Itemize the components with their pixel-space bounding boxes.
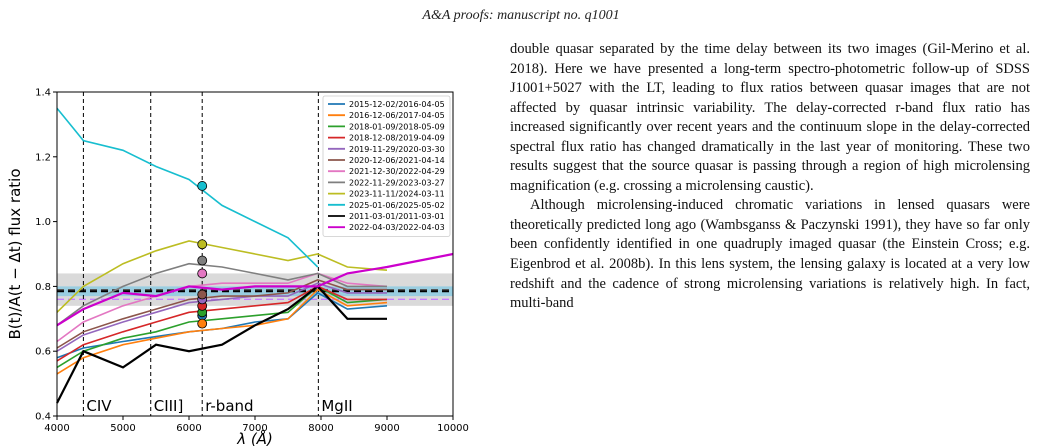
legend-entry: 2018-01-09/2018-05-09 — [349, 122, 445, 131]
series-line — [56, 285, 387, 362]
y-tick-label: 1.2 — [35, 152, 51, 163]
legend-entry: 2023-11-11/2024-03-11 — [349, 190, 445, 199]
series-line — [56, 252, 454, 327]
x-tick-label: 5000 — [110, 423, 135, 434]
x-tick-label: 8000 — [308, 423, 333, 434]
r-band-point — [197, 289, 208, 300]
legend-entry: 2022-04-03/2022-04-03 — [349, 223, 445, 232]
legend-entry: 2021-12-30/2022-04-29 — [349, 167, 445, 176]
series-line — [56, 284, 387, 404]
r-band-point — [197, 239, 208, 250]
emission-line-label: CIII] — [154, 397, 184, 415]
paragraph: Although microlensing-induced chromatic … — [510, 197, 1030, 312]
series-line — [56, 288, 388, 375]
legend-box — [322, 95, 451, 237]
y-tick-label: 0.8 — [35, 282, 51, 293]
y-tick-label: 1.4 — [35, 88, 51, 99]
legend-entry: 2016-12-06/2017-04-05 — [349, 111, 445, 120]
series-line — [56, 262, 387, 326]
series-line — [56, 285, 388, 369]
x-axis-label: λ (Å) — [236, 429, 273, 448]
x-tick-label: 4000 — [44, 423, 69, 434]
legend-entry: 2015-12-02/2016-04-05 — [349, 100, 445, 109]
x-tick-label: 6000 — [176, 423, 201, 434]
x-tick-label: 10000 — [437, 423, 469, 434]
flux-ratio-chart: 4000 5000 6000 7000 8000 9000 10000 0.4 0.6 0.8 1… — [6, 88, 469, 448]
r-band-point — [197, 255, 208, 266]
series-line — [56, 282, 387, 352]
legend-entry: 2020-12-06/2021-04-14 — [349, 156, 445, 165]
r-band-point — [197, 268, 208, 279]
legend-entry: 2011-03-01/2011-03-01 — [349, 212, 445, 221]
x-tick-label: 9000 — [374, 423, 399, 434]
flux-ratio-figure: 4000 5000 6000 7000 8000 9000 10000 0.4 0.6 0.8 1… — [0, 68, 470, 448]
paragraph: double quasar separated by the time dela… — [510, 41, 1030, 194]
x-tick-label: 7000 — [242, 423, 267, 434]
body-text-column: double quasar separated by the time dela… — [510, 40, 1030, 314]
y-tick-label: 1.0 — [35, 217, 51, 228]
y-tick-label: 0.6 — [35, 347, 51, 358]
emission-line-label: CIV — [86, 397, 112, 415]
series-line — [56, 107, 319, 268]
legend-entry: 2018-12-08/2019-04-09 — [349, 134, 445, 143]
y-tick-label: 0.4 — [35, 412, 51, 423]
y-axis-label: B(t)/A(t − Δt) flux ratio — [6, 169, 24, 340]
legend-entry: 2025-01-06/2025-05-02 — [349, 201, 445, 210]
emission-line-label: r-band — [205, 397, 253, 415]
r-band-point — [197, 318, 208, 329]
page-header: A&A proofs: manuscript no. q1001 — [422, 8, 620, 23]
emission-line-label: MgII — [321, 397, 352, 415]
series-line — [56, 272, 388, 343]
series-line — [56, 240, 388, 313]
legend-entry: 2019-11-29/2020-03-30 — [349, 145, 445, 154]
r-band-point — [197, 181, 208, 191]
legend-entry: 2022-11-29/2023-03-27 — [349, 178, 445, 187]
